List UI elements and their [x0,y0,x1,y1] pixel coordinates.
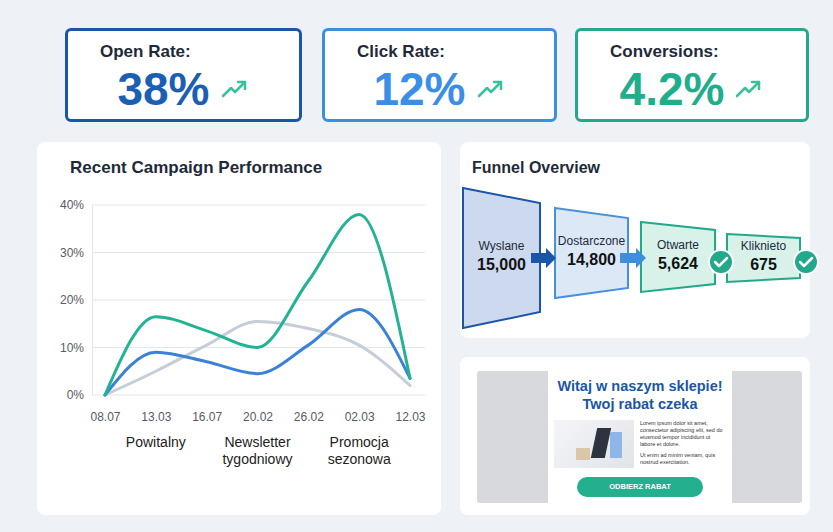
y-tick: 0% [67,388,92,402]
email-image-shape [576,448,590,460]
y-tick-label: 30% [60,246,84,260]
trend-head [494,82,501,89]
chart-panel [37,142,441,515]
grid-line [92,300,425,301]
y-axis-line [92,206,93,396]
y-tick-label: 0% [67,388,85,402]
y-tick: 30% [60,246,92,260]
y-tick: 20% [60,293,92,307]
email-heading-line: Twoj rabat czeka [548,395,732,413]
funnel-panel [460,142,810,338]
funnel: Funnel Overview Wyslane 15,000 Dostarczone 1… [463,159,818,328]
email-paragraph: Ut enim ad minim veniam, quis nostrud ex… [640,452,726,466]
kpi-label: Click Rate: [357,42,445,62]
email-image-shape [591,428,611,458]
trend-head [752,82,759,89]
funnel-stage [555,208,628,298]
x-tick: 13.03 [141,410,171,424]
y-tick: 40% [60,198,92,212]
funnel-arrow [531,248,556,268]
x-tick: 26.02 [294,410,324,424]
group-label: Powitalny [126,434,186,450]
trend-icon [476,77,506,101]
x-tick-label: 26.02 [294,410,324,424]
funnel-stage-label: Dostarczone [558,234,626,248]
x-tick: 20.02 [243,410,273,424]
kpi-value: 4.2% [620,64,725,114]
kpi-card: Conversions:4.2% [575,28,809,122]
funnel-stage-label: Wyslane [479,239,525,253]
x-axis: 08.07 13.03 16.07 20.02 26.02 02.03 12.03 [90,410,425,424]
kpi-row: 38% [68,64,299,114]
x-tick-label: 12.03 [395,410,425,424]
line-chart: Recent Campaign Performance 0% 10% 20% 30% 40… [60,158,426,467]
series-line [105,215,410,396]
funnel-stage-value: 5,624 [658,255,698,272]
email-paragraph: Lorem ipsum dolor sit amet, consectetur … [640,420,726,448]
funnel-arrow [620,248,646,268]
funnel-stage-label: Kliknieto [741,239,787,253]
trend-line [223,82,245,96]
grid-line [92,347,425,348]
kpi-value: 12% [373,64,465,114]
kpi-row: 12% [325,64,554,114]
email-heading-line: Witaj w naszym sklepie! [548,377,732,395]
funnel-stage [727,234,800,282]
check-mark [800,258,812,266]
group-label: Promocjasezonowa [328,434,391,467]
kpi-row: 4.2% [578,64,806,114]
group-label: Newslettertygodniowy [222,434,292,467]
email-card: Witaj w naszym sklepie!Twoj rabat czeka L… [548,371,732,503]
grid [92,205,425,395]
trend-icon [220,77,250,101]
grid-line [92,252,425,253]
kpi-card: Click Rate:12% [322,28,557,122]
email-image [554,420,634,468]
grid-line [92,395,425,396]
x-tick: 08.07 [90,410,120,424]
funnel-title: Funnel Overview [472,159,601,176]
funnel-stage-value: 15,000 [477,256,526,273]
x-tick-label: 08.07 [90,410,120,424]
email-button[interactable]: ODBIERZ RABAT [577,477,703,497]
email-image-shape [610,432,622,458]
kpi-label: Open Rate: [100,42,191,62]
email-heading: Witaj w naszym sklepie!Twoj rabat czeka [548,377,732,413]
y-axis: 0% 10% 20% 30% 40% [60,198,93,402]
y-tick-label: 20% [60,293,84,307]
check-badge [709,250,733,274]
funnel-stage-value: 675 [750,256,777,273]
trend-head [238,82,245,89]
trend-line [479,82,501,96]
grid-line [92,205,425,206]
x-tick-label: 13.03 [141,410,171,424]
funnel-stage-label: Otwarte [657,238,699,252]
group-labels: Powitalny Newslettertygodniowy Promocjasez… [126,434,391,467]
x-tick-label: 16.07 [192,410,222,424]
kpi-label: Conversions: [610,42,719,62]
kpi-value: 38% [117,64,209,114]
x-tick-label: 20.02 [243,410,273,424]
series-lines [105,215,410,396]
trend-line [737,82,759,96]
x-tick: 16.07 [192,410,222,424]
x-tick: 12.03 [395,410,425,424]
trend-icon [734,77,764,101]
chart-title: Recent Campaign Performance [70,158,322,177]
kpi-card: Open Rate:38% [65,28,302,122]
funnel-stage [463,188,540,328]
check-badge [794,250,818,274]
y-tick: 10% [60,341,92,355]
email-body: Lorem ipsum dolor sit amet, consectetur … [640,420,726,470]
check-mark [715,258,727,266]
series-line [105,310,410,396]
series-line [105,321,410,395]
y-tick-label: 40% [60,198,84,212]
x-tick: 02.03 [345,410,375,424]
funnel-stage [641,222,715,292]
funnel-stage-value: 14,800 [567,251,616,268]
x-tick-label: 02.03 [345,410,375,424]
y-tick-label: 10% [60,341,84,355]
